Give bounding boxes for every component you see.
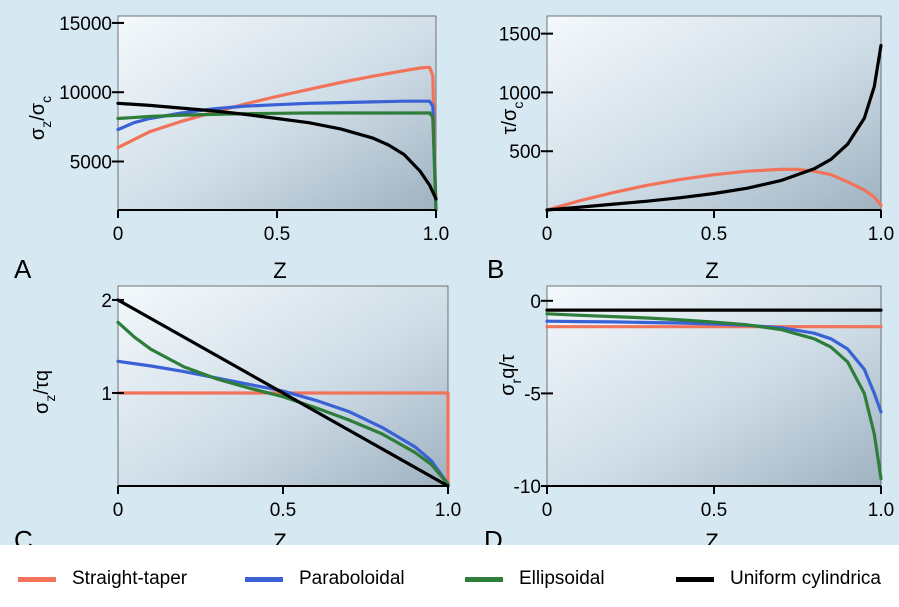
legend-swatch-straight-taper [18,576,56,582]
panel-d: 0 0.5 1.0 0 -5 -10 D Z σrq/τ [484,285,894,545]
y-tick-label-c: 1 [101,384,112,405]
panel-letter-d: D [484,525,503,545]
y-axis-label-a: σz/σc [27,96,54,140]
panel-letter-a: A [14,254,32,284]
y-tick-label-c: 2 [101,291,112,312]
x-tick-label-d: 0.5 [701,500,727,521]
y-tick-label-d: -10 [514,477,541,498]
legend-label-straight-taper: Straight-taper [72,568,188,589]
x-axis-label-c: Z [273,529,286,545]
legend-swatch-uniform-cylindrical [676,576,714,582]
y-tick-label-a: 10000 [59,83,112,104]
y-tick-label-a: 5000 [70,153,112,174]
x-tick-label-b: 0 [542,224,553,245]
legend-item-straight-taper: Straight-taper [18,568,187,590]
panel-letter-b: B [487,254,504,284]
legend-swatch-paraboloidal [245,576,283,582]
y-tick-label-b: 1500 [499,25,541,46]
panel-a: 0 0.5 1.0 5000 10000 15000 A Z σz/σc [14,14,449,284]
x-axis-label-b: Z [705,258,718,283]
series-line-uniform-cylindrical-b [545,43,883,212]
series-line-paraboloidal-c [116,359,450,486]
y-axis-label-b: τ/σc [499,102,526,135]
x-tick-label-a: 1.0 [423,224,449,245]
legend-label-uniform-cylindrical: Uniform cylindrica [730,568,881,589]
legend-item-paraboloidal: Paraboloidal [245,568,405,590]
legend: Straight-taper Paraboloidal Ellipsoidal … [0,548,899,607]
x-tick-label-d: 0 [542,500,553,521]
panel-c: 0 0.5 1.0 1 2 C Z σz/τq [14,285,461,545]
series-line-straight-taper-a [116,65,438,212]
series-line-ellipsoidal-a [116,111,438,212]
y-tick-label-d: -5 [524,384,541,405]
legend-item-uniform-cylindrical: Uniform cylindrica [676,568,881,590]
series-line-ellipsoidal-d [545,312,883,481]
legend-label-ellipsoidal: Ellipsoidal [519,568,605,589]
plot-area-c [117,285,449,487]
x-tick-label-d: 1.0 [868,500,894,521]
y-axis-label-d: σrq/τ [497,354,524,396]
x-tick-label-c: 0 [113,500,124,521]
x-tick-label-a: 0 [113,224,124,245]
series-line-straight-taper-c [116,391,450,488]
legend-swatch-ellipsoidal [465,576,503,582]
plot-area-b [546,15,882,211]
x-axis-label-a: Z [273,258,286,283]
panel-letter-c: C [14,525,33,545]
series-line-uniform-cylindrical-a [116,101,438,201]
x-tick-label-b: 0.5 [701,224,727,245]
x-tick-label-c: 1.0 [435,500,461,521]
x-tick-label-a: 0.5 [264,224,290,245]
y-tick-label-b: 1000 [499,83,541,104]
y-tick-label-a: 15000 [59,14,112,35]
series-line-straight-taper-b [545,167,883,212]
y-axis-label-c: σz/τq [31,370,58,414]
legend-item-ellipsoidal: Ellipsoidal [465,568,605,590]
panel-b: 0 0.5 1.0 500 1000 1500 B Z τ/σc [487,15,894,284]
plot-area-d [546,285,882,487]
x-tick-label-c: 0.5 [270,500,296,521]
x-tick-label-b: 1.0 [868,224,894,245]
y-tick-label-d: 0 [530,292,541,313]
series-line-ellipsoidal-c [116,320,450,486]
legend-label-paraboloidal: Paraboloidal [299,568,405,589]
y-tick-label-b: 500 [509,142,541,163]
x-axis-label-d: Z [705,529,718,545]
series-line-uniform-cylindrical-c [116,298,450,488]
